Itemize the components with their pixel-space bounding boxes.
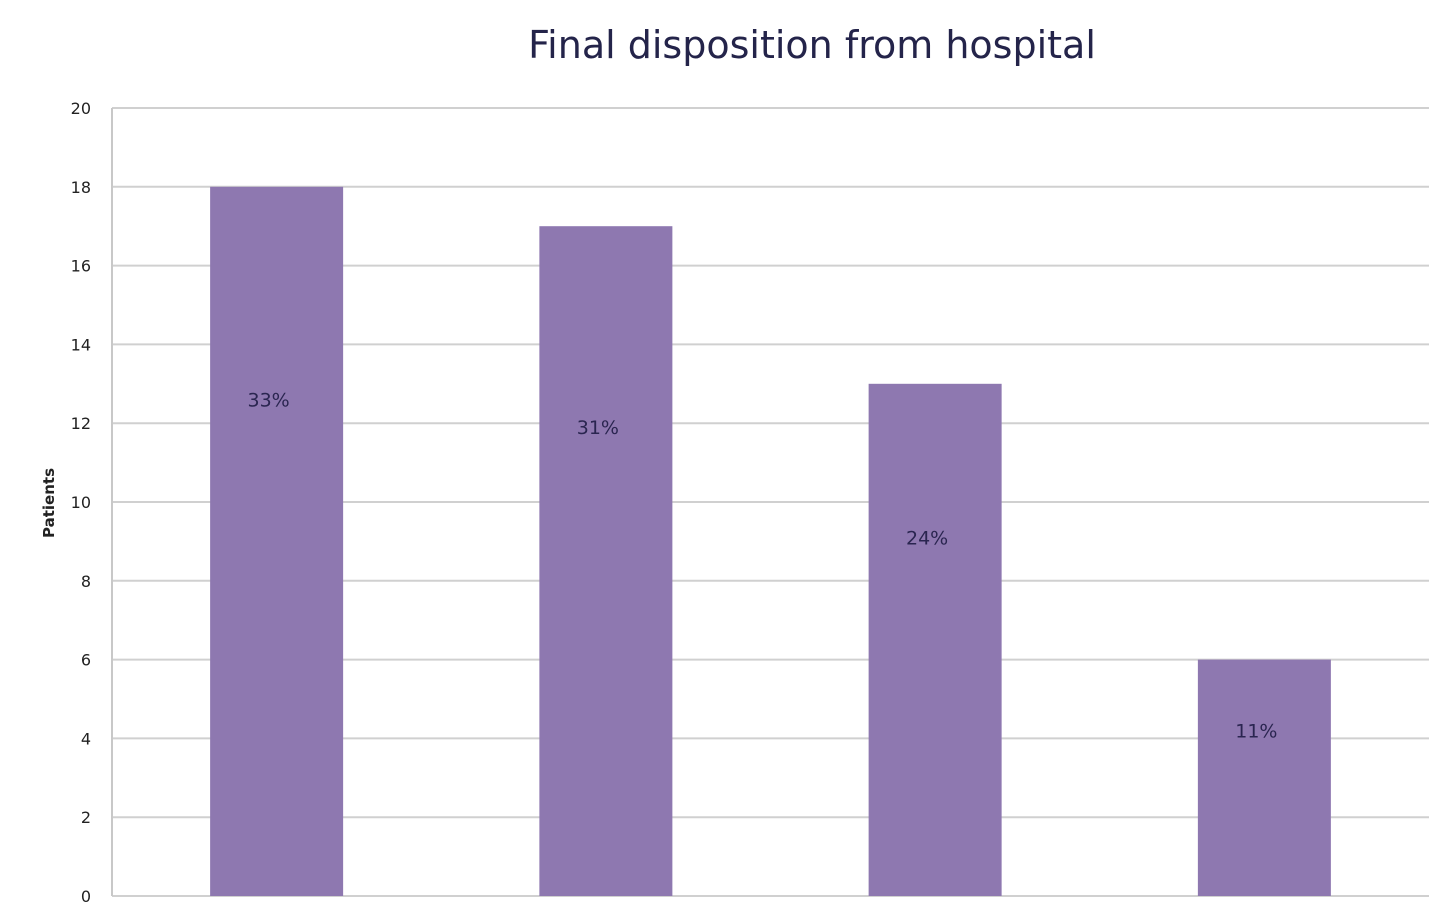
y-tick-label: 12 (71, 414, 91, 433)
y-axis-label: Patients (40, 468, 58, 538)
bar-data-label: 33% (248, 390, 290, 412)
y-tick-label: 20 (71, 99, 91, 118)
bar-data-label: 24% (906, 527, 948, 549)
bar-3 (868, 383, 1002, 896)
y-tick-label: 18 (71, 178, 91, 197)
y-tick-label: 10 (71, 493, 91, 512)
bar-1 (210, 186, 344, 897)
y-tick-label: 14 (71, 335, 91, 354)
y-tick-label: 16 (71, 257, 91, 276)
bar-4 (1197, 659, 1331, 896)
bar-data-label: 11% (1235, 721, 1277, 743)
y-tick-label: 8 (81, 572, 91, 591)
y-tick-label: 2 (81, 808, 91, 827)
bars (210, 186, 1331, 897)
bar-data-labels: 33% 31% 24% 11% (248, 390, 1278, 743)
y-tick-label: 4 (81, 729, 91, 748)
y-tick-label: 6 (81, 651, 91, 670)
bar-data-label: 31% (577, 417, 619, 439)
chart-title: Final disposition from hospital (528, 23, 1096, 67)
y-tick-labels: 0 2 4 6 8 10 12 14 16 18 20 (71, 99, 91, 906)
y-tick-label: 0 (81, 887, 91, 906)
bar-2 (539, 226, 673, 896)
